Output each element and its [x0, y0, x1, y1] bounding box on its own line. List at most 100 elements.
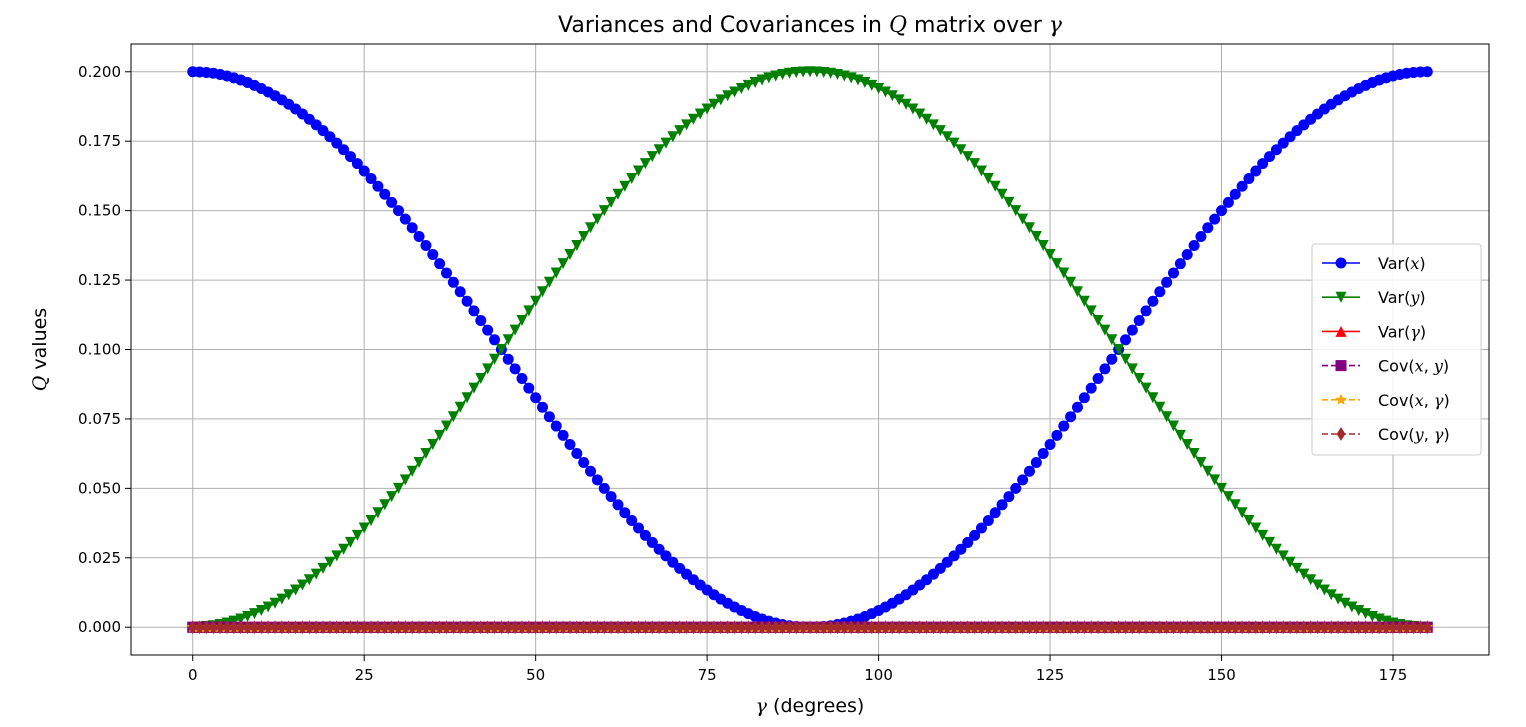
- data-point: [757, 620, 767, 635]
- legend-label: Var(y): [1378, 288, 1426, 307]
- data-point: [798, 620, 808, 635]
- data-point: [969, 158, 981, 170]
- data-point: [1250, 522, 1262, 534]
- data-point: [1018, 620, 1028, 635]
- data-point: [586, 620, 595, 635]
- data-point: [1086, 620, 1096, 635]
- data-point: [1202, 222, 1214, 234]
- data-point: [1133, 314, 1145, 326]
- data-point: [1175, 620, 1185, 635]
- data-point: [1209, 213, 1221, 225]
- data-point: [564, 438, 576, 450]
- x-tick-label: 175: [1379, 666, 1408, 684]
- data-point: [1168, 420, 1180, 432]
- data-point: [1126, 324, 1138, 336]
- data-point: [874, 620, 883, 635]
- data-point: [867, 620, 877, 635]
- data-point: [1333, 620, 1343, 635]
- legend-box: [1311, 243, 1482, 456]
- data-point: [935, 620, 945, 635]
- data-point: [565, 620, 575, 635]
- data-point: [406, 222, 418, 234]
- x-tick-label: 150: [1207, 666, 1236, 684]
- data-point: [970, 620, 980, 635]
- data-point: [591, 474, 603, 486]
- data-point: [490, 620, 499, 635]
- legend-label: Cov(x, γ): [1378, 391, 1450, 410]
- data-point: [1222, 196, 1234, 208]
- data-point: [879, 86, 891, 98]
- data-point: [434, 258, 446, 270]
- data-point: [941, 131, 953, 143]
- data-point: [606, 620, 616, 635]
- data-point: [331, 137, 343, 149]
- data-point: [428, 620, 438, 635]
- data-point: [502, 334, 514, 346]
- data-point: [1119, 334, 1131, 346]
- data-point: [833, 620, 842, 635]
- data-point: [949, 620, 959, 635]
- data-point: [1270, 144, 1282, 156]
- data-point: [1071, 401, 1083, 413]
- data-point: [975, 522, 987, 534]
- data-point: [262, 601, 274, 613]
- data-point: [612, 188, 624, 200]
- data-point: [516, 373, 528, 385]
- data-point: [605, 491, 617, 503]
- data-point: [250, 620, 259, 635]
- data-point: [1127, 620, 1137, 635]
- data-point: [839, 620, 849, 635]
- data-point: [1318, 584, 1330, 596]
- legend-item: Cov(x, γ): [1322, 391, 1450, 410]
- data-point: [372, 180, 384, 192]
- data-point: [359, 620, 369, 635]
- data-point: [344, 536, 356, 548]
- data-point: [1284, 556, 1296, 568]
- data-point: [325, 620, 335, 635]
- data-point: [1347, 620, 1357, 635]
- data-point: [1270, 543, 1282, 555]
- data-point: [482, 324, 494, 336]
- data-point: [1037, 448, 1049, 460]
- data-point: [1271, 620, 1281, 635]
- data-point: [689, 620, 698, 635]
- data-point: [915, 620, 925, 635]
- data-point: [291, 620, 301, 635]
- data-point: [1106, 334, 1118, 346]
- data-point: [1182, 620, 1192, 635]
- data-point: [1023, 465, 1035, 477]
- data-point: [716, 620, 726, 635]
- data-point: [1229, 188, 1241, 200]
- data-point: [914, 108, 926, 120]
- data-point: [248, 608, 260, 620]
- legend-label: Var(x): [1378, 254, 1426, 273]
- data-point: [687, 113, 699, 125]
- data-point: [1155, 620, 1165, 635]
- data-point: [1195, 231, 1207, 243]
- data-point: [1092, 373, 1104, 385]
- y-tick-label: 0.150: [78, 202, 121, 220]
- data-point: [1174, 429, 1186, 441]
- data-point: [222, 620, 232, 635]
- data-point: [640, 620, 650, 635]
- data-point: [990, 620, 1000, 635]
- data-point: [318, 620, 328, 635]
- legend-marker: [1335, 291, 1347, 303]
- legend: Var(x) Var(y) Var(γ) Cov(x, y) Cov(x, γ) Cov(…: [1311, 243, 1482, 456]
- data-point: [406, 465, 418, 477]
- y-tick-label: 0.025: [78, 549, 121, 567]
- legend-marker: [1335, 325, 1347, 337]
- data-point: [1188, 239, 1200, 251]
- data-point: [475, 314, 487, 326]
- series-6: [188, 620, 1432, 635]
- data-point: [948, 550, 960, 562]
- data-point: [729, 86, 741, 98]
- data-point: [1147, 295, 1159, 307]
- data-point: [407, 620, 417, 635]
- data-point: [454, 286, 466, 298]
- data-point: [907, 103, 919, 115]
- data-point: [962, 151, 974, 163]
- data-point: [633, 522, 645, 534]
- data-point: [1161, 411, 1173, 423]
- data-point: [1162, 620, 1172, 635]
